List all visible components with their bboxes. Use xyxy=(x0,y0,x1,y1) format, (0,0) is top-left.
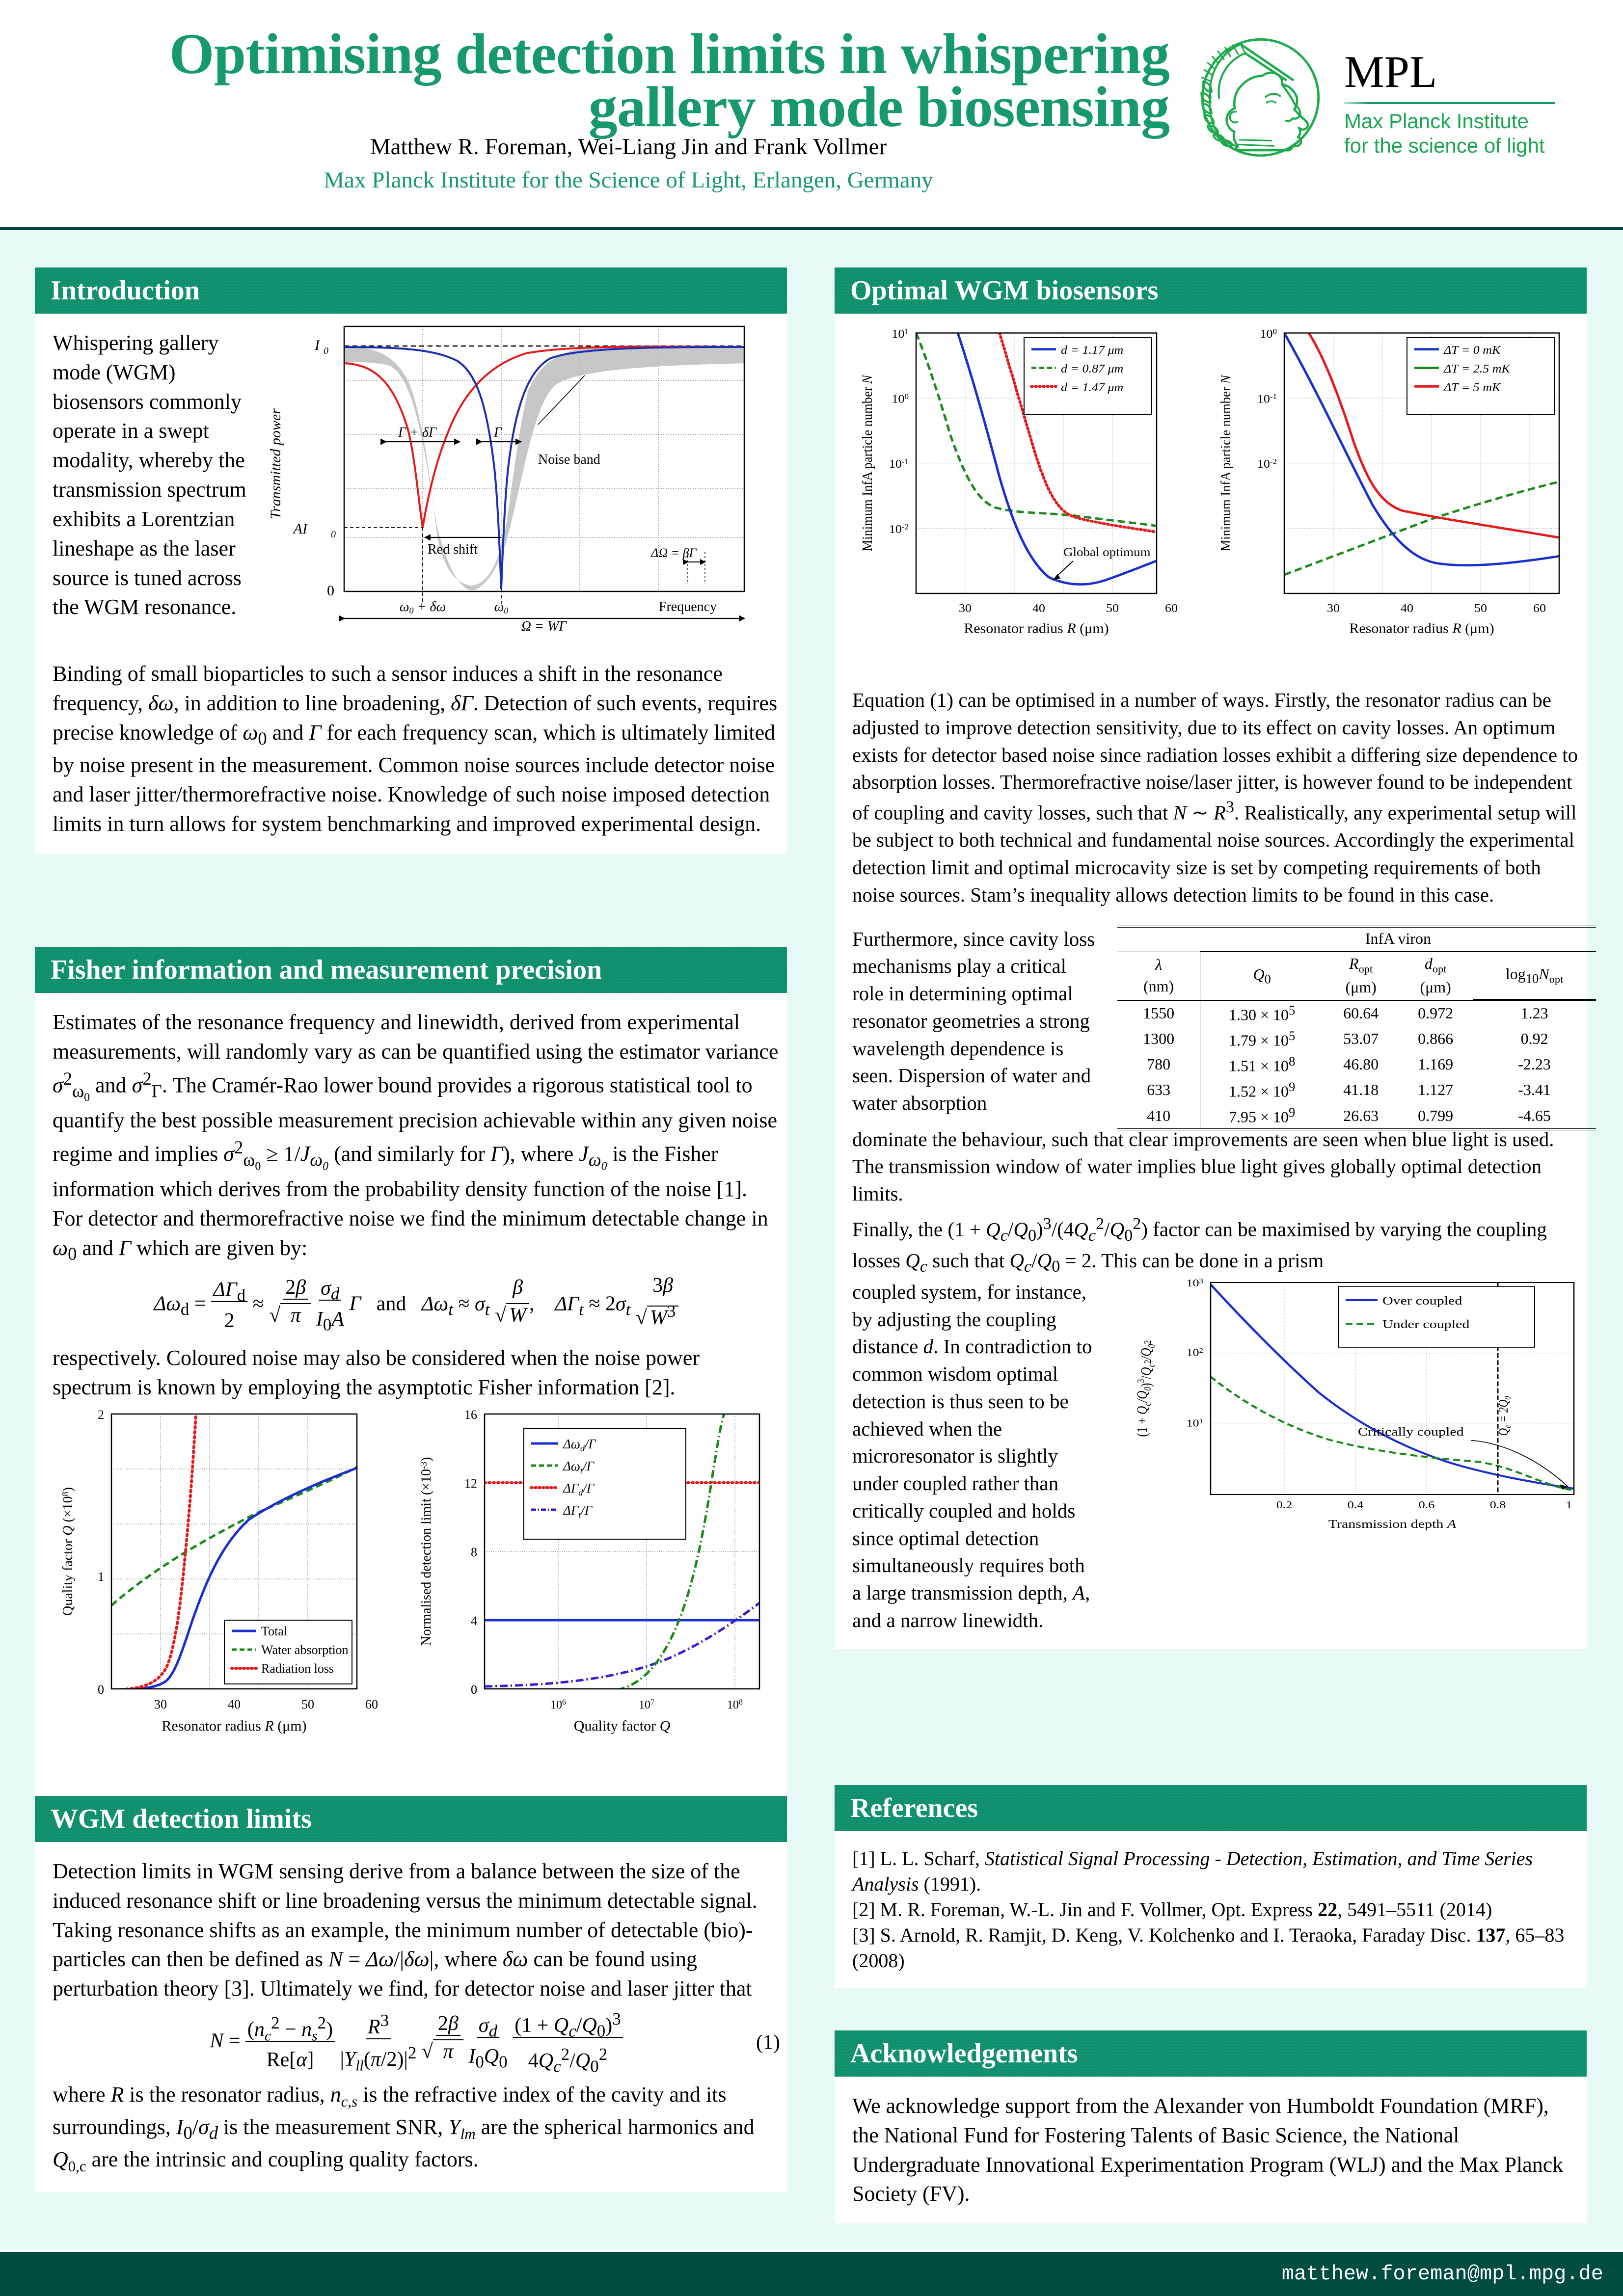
svg-text:Qc = 2Q0: Qc = 2Q0 xyxy=(1496,1396,1513,1436)
svg-text:10-2: 10-2 xyxy=(889,522,909,536)
svg-text:I: I xyxy=(314,337,321,353)
svg-text:Δωd/Γ: Δωd/Γ xyxy=(563,1437,596,1453)
svg-text:Frequency: Frequency xyxy=(659,599,717,614)
svg-text:ΔΓt/Γ: ΔΓt/Γ xyxy=(563,1503,593,1520)
svg-text:ΔΩ = βΓ: ΔΩ = βΓ xyxy=(650,546,697,560)
svg-text:Γ: Γ xyxy=(493,425,502,440)
svg-text:Under coupled: Under coupled xyxy=(1382,1317,1470,1331)
svg-text:30: 30 xyxy=(959,601,972,614)
svg-text:Resonator radius R (μm): Resonator radius R (μm) xyxy=(964,621,1109,636)
svg-text:0.8: 0.8 xyxy=(1490,1499,1506,1511)
svg-text:1: 1 xyxy=(98,1570,104,1584)
svg-text:60: 60 xyxy=(365,1697,378,1711)
svg-text:0.6: 0.6 xyxy=(1419,1499,1435,1511)
svg-text:Over coupled: Over coupled xyxy=(1382,1294,1462,1307)
svg-text:12: 12 xyxy=(464,1476,477,1491)
svg-text:0: 0 xyxy=(331,529,336,540)
svg-text:30: 30 xyxy=(1327,601,1340,614)
svg-text:0: 0 xyxy=(471,1682,477,1697)
svg-text:Critically coupled: Critically coupled xyxy=(1358,1425,1464,1439)
svg-text:ΔT = 0 mK: ΔT = 0 mK xyxy=(1443,344,1501,357)
svg-text:50: 50 xyxy=(1106,601,1119,614)
svg-text:ω0 + δω: ω0 + δω xyxy=(400,599,446,615)
svg-text:102: 102 xyxy=(1187,1347,1203,1359)
svg-text:10-2: 10-2 xyxy=(1257,457,1277,471)
svg-text:107: 107 xyxy=(639,1698,654,1711)
svg-text:Resonator radius R (μm): Resonator radius R (μm) xyxy=(1349,621,1494,636)
svg-text:ΔT = 5 mK: ΔT = 5 mK xyxy=(1443,380,1501,394)
svg-text:1: 1 xyxy=(1566,1499,1572,1511)
svg-text:Minimum InfA particle number N: Minimum InfA particle number N xyxy=(1218,374,1233,551)
svg-text:Γ + δΓ: Γ + δΓ xyxy=(398,425,437,440)
svg-text:AI: AI xyxy=(293,521,308,537)
svg-text:ΔT = 2.5 mK: ΔT = 2.5 mK xyxy=(1443,362,1511,375)
svg-text:10-1: 10-1 xyxy=(1257,392,1277,405)
svg-text:30: 30 xyxy=(154,1697,167,1711)
svg-text:Quality factor Q: Quality factor Q xyxy=(574,1718,671,1734)
svg-text:108: 108 xyxy=(727,1698,743,1711)
svg-text:Ω = WΓ: Ω = WΓ xyxy=(521,619,567,634)
svg-text:Normalised detection limit (×1: Normalised detection limit (×10-3) xyxy=(419,1457,434,1646)
svg-text:Quality factor Q (×108): Quality factor Q (×108) xyxy=(60,1487,76,1616)
svg-text:50: 50 xyxy=(1474,601,1487,614)
svg-text:d = 1.47 μm: d = 1.47 μm xyxy=(1061,380,1123,394)
svg-text:106: 106 xyxy=(550,1698,566,1711)
svg-text:0: 0 xyxy=(324,346,328,356)
svg-text:d = 1.17 μm: d = 1.17 μm xyxy=(1061,344,1123,357)
svg-text:100: 100 xyxy=(1260,328,1277,341)
svg-text:Total: Total xyxy=(261,1624,287,1638)
svg-text:40: 40 xyxy=(1401,601,1413,614)
svg-text:0.4: 0.4 xyxy=(1348,1499,1364,1511)
svg-text:4: 4 xyxy=(471,1614,477,1628)
svg-text:Global optimum: Global optimum xyxy=(1063,545,1151,559)
svg-text:Resonator radius R (μm): Resonator radius R (μm) xyxy=(162,1718,306,1734)
svg-text:Minimum InfA particle number N: Minimum InfA particle number N xyxy=(860,374,875,551)
svg-text:Red shift: Red shift xyxy=(428,542,478,557)
svg-text:Water absorption: Water absorption xyxy=(261,1643,349,1657)
svg-text:50: 50 xyxy=(301,1697,314,1711)
svg-text:60: 60 xyxy=(1533,601,1546,614)
svg-text:(1 + Qc/Q0)3/Qc2/Q02: (1 + Qc/Q0)3/Qc2/Q02 xyxy=(1134,1340,1157,1437)
svg-text:Δωt/Γ: Δωt/Γ xyxy=(563,1459,595,1475)
svg-text:0: 0 xyxy=(327,583,334,599)
svg-text:Radiation loss: Radiation loss xyxy=(261,1661,334,1676)
svg-text:101: 101 xyxy=(892,328,909,341)
svg-text:2: 2 xyxy=(98,1409,104,1422)
svg-text:d = 0.87 μm: d = 0.87 μm xyxy=(1061,362,1123,375)
svg-text:0: 0 xyxy=(98,1682,104,1697)
svg-text:Transmission depth A: Transmission depth A xyxy=(1328,1518,1457,1531)
svg-text:Transmitted power: Transmitted power xyxy=(268,408,284,519)
svg-text:8: 8 xyxy=(471,1545,477,1559)
svg-text:Noise band: Noise band xyxy=(538,452,600,467)
svg-text:100: 100 xyxy=(892,392,909,405)
svg-text:10-1: 10-1 xyxy=(889,457,909,471)
svg-text:0.2: 0.2 xyxy=(1276,1499,1292,1511)
svg-text:101: 101 xyxy=(1187,1418,1203,1429)
svg-text:40: 40 xyxy=(228,1697,241,1711)
svg-text:ω0: ω0 xyxy=(494,599,509,615)
svg-text:40: 40 xyxy=(1032,601,1045,614)
svg-text:16: 16 xyxy=(464,1409,477,1422)
svg-text:103: 103 xyxy=(1187,1279,1204,1289)
svg-text:60: 60 xyxy=(1165,601,1178,614)
